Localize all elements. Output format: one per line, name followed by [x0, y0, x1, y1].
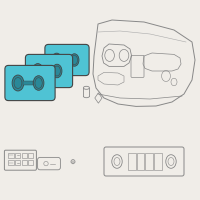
Bar	[60, 58, 70, 62]
FancyBboxPatch shape	[45, 44, 89, 76]
Ellipse shape	[14, 78, 22, 88]
FancyBboxPatch shape	[25, 54, 73, 88]
Ellipse shape	[35, 78, 42, 88]
Bar	[22, 160, 27, 165]
Bar	[23, 81, 33, 85]
Ellipse shape	[52, 64, 62, 78]
Bar	[154, 153, 162, 170]
Bar	[8, 153, 14, 158]
Bar	[42, 69, 52, 73]
Bar	[145, 153, 153, 170]
Ellipse shape	[70, 54, 79, 66]
FancyBboxPatch shape	[5, 65, 55, 101]
Ellipse shape	[54, 66, 60, 76]
Bar	[15, 160, 20, 165]
Bar	[128, 153, 136, 170]
Ellipse shape	[12, 75, 24, 91]
Bar	[8, 160, 14, 165]
Bar	[137, 153, 144, 170]
Ellipse shape	[32, 64, 43, 78]
Ellipse shape	[34, 66, 41, 76]
Ellipse shape	[52, 53, 62, 67]
Ellipse shape	[71, 55, 78, 65]
Ellipse shape	[33, 76, 44, 90]
Bar	[28, 153, 33, 158]
Bar	[22, 153, 27, 158]
Bar	[15, 153, 20, 158]
Ellipse shape	[53, 55, 60, 65]
Bar	[28, 160, 33, 165]
